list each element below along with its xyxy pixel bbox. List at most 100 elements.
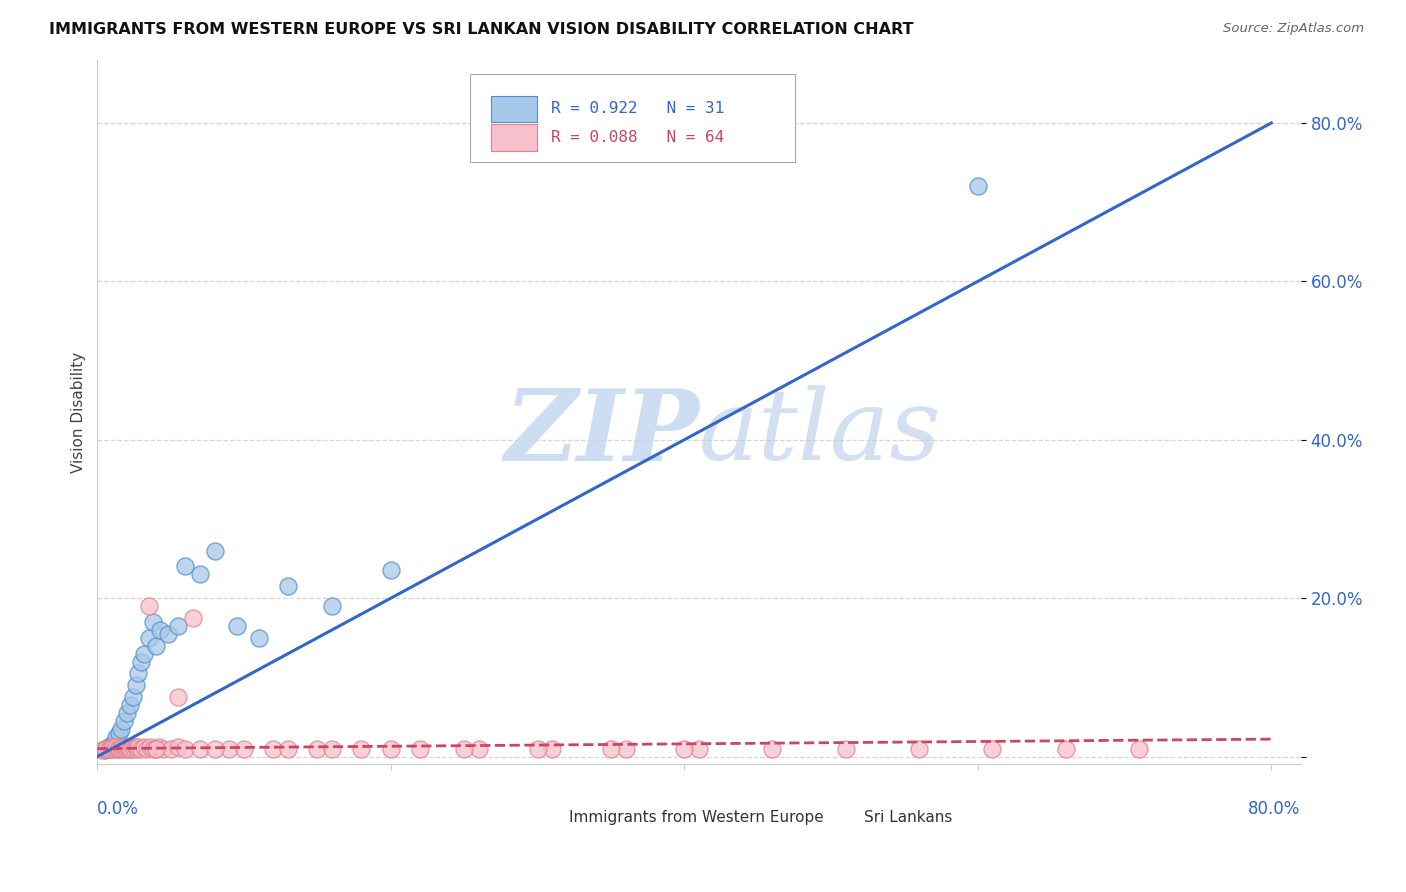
Point [101,738,124,752]
Bar [491,124,537,151]
Point [167,690,190,705]
Point [97,739,120,754]
Point [103,739,125,754]
Text: atlas: atlas [699,385,942,481]
Point [1128,741,1150,756]
Point [688,741,710,756]
Point [105,730,128,744]
Text: Sri Lankans: Sri Lankans [863,810,952,825]
Point [188,741,211,756]
Point [125,741,148,756]
Text: ZIP: ZIP [503,385,699,482]
Point [350,741,373,756]
Point [124,678,146,692]
Point [101,741,124,756]
Point [96,741,118,756]
Point [124,739,146,754]
Point [600,741,623,756]
Point [121,739,143,754]
Point [93,741,115,756]
Point [145,741,167,756]
Point [277,579,299,593]
Point [966,179,988,194]
Point [380,741,402,756]
Point [138,599,160,613]
Point [148,739,170,754]
Point [118,741,141,756]
Point [321,741,343,756]
FancyBboxPatch shape [471,74,796,161]
Text: 80.0%: 80.0% [1249,800,1301,818]
Point [981,741,1004,756]
Text: R = 0.088   N = 64: R = 0.088 N = 64 [551,129,724,145]
Point [159,741,181,756]
Point [118,698,141,712]
Point [149,623,172,637]
Point [127,739,149,754]
Point [152,741,174,756]
Point [110,722,132,736]
Point [204,543,226,558]
Text: IMMIGRANTS FROM WESTERN EUROPE VS SRI LANKAN VISION DISABILITY CORRELATION CHART: IMMIGRANTS FROM WESTERN EUROPE VS SRI LA… [49,22,914,37]
Point [131,655,153,669]
Point [131,741,153,756]
Point [104,735,127,749]
Point [117,739,139,754]
Point [138,631,160,645]
Point [167,619,190,633]
Point [108,726,131,740]
Point [409,741,432,756]
Point [174,741,197,756]
Point [93,743,115,757]
Point [115,741,138,756]
Point [262,741,284,756]
Point [218,741,240,756]
Point [225,619,247,633]
Point [233,741,256,756]
Bar [820,808,849,826]
Point [100,741,122,756]
Point [108,741,131,756]
Point [112,741,135,756]
Point [142,615,165,629]
Point [107,741,129,756]
Bar [524,808,554,826]
Point [90,743,112,757]
Point [139,739,162,754]
Point [181,611,204,625]
Point [174,559,197,574]
Point [156,627,179,641]
Text: Source: ZipAtlas.com: Source: ZipAtlas.com [1223,22,1364,36]
Point [321,599,343,613]
Point [122,741,145,756]
Point [114,739,136,754]
Y-axis label: Vision Disability: Vision Disability [72,351,86,473]
Text: R = 0.922   N = 31: R = 0.922 N = 31 [551,102,724,117]
Point [673,741,696,756]
Point [136,741,159,756]
Point [541,741,564,756]
Point [468,741,491,756]
Point [908,741,931,756]
Point [115,706,138,720]
Point [111,739,134,754]
Point [204,741,226,756]
Point [380,563,402,577]
Point [614,741,637,756]
Point [121,690,143,705]
Point [453,741,475,756]
Point [761,741,783,756]
Point [100,739,122,754]
Point [112,714,135,728]
Text: 0.0%: 0.0% [97,800,139,818]
Point [142,741,165,756]
Point [247,631,270,645]
Point [307,741,329,756]
Point [167,739,190,754]
Point [105,739,128,754]
Point [134,647,156,661]
Point [188,567,211,582]
Point [104,741,127,756]
Point [98,741,121,756]
Point [134,739,156,754]
